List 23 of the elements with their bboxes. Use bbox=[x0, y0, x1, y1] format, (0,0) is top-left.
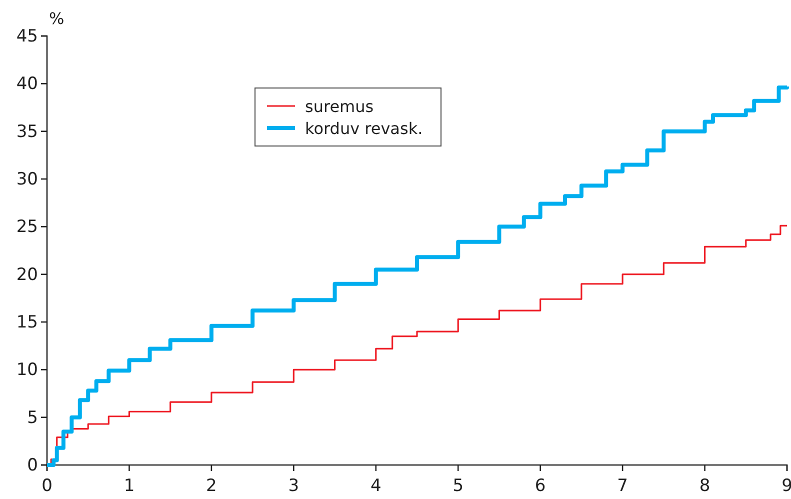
x-tick-label: 7 bbox=[617, 476, 628, 496]
y-tick-label: 30 bbox=[16, 169, 38, 190]
y-tick-label: 35 bbox=[16, 122, 38, 142]
x-tick-label: 3 bbox=[288, 476, 300, 496]
y-tick-label: 45 bbox=[16, 26, 38, 46]
y-tick-label: 40 bbox=[16, 74, 38, 94]
x-tick-label: 6 bbox=[534, 476, 546, 496]
y-axis-title: % bbox=[49, 9, 64, 28]
x-tick-label: 1 bbox=[124, 476, 135, 496]
legend-label: korduv revask. bbox=[305, 119, 423, 138]
x-tick-label: 9 bbox=[782, 476, 791, 496]
y-tick-label: 15 bbox=[16, 312, 38, 332]
legend-label: suremus bbox=[305, 97, 374, 116]
x-tick-label: 2 bbox=[206, 476, 217, 496]
y-tick-label: 5 bbox=[27, 408, 38, 428]
y-tick-label: 20 bbox=[16, 264, 38, 285]
y-tick-label: 25 bbox=[16, 217, 38, 238]
y-tick-label: 0 bbox=[27, 455, 38, 476]
y-tick-label: 10 bbox=[16, 360, 38, 380]
x-tick-label: 0 bbox=[42, 476, 52, 496]
x-tick-label: 4 bbox=[370, 476, 382, 496]
x-tick-label: 5 bbox=[452, 476, 464, 496]
x-tick-label: 8 bbox=[699, 476, 710, 496]
